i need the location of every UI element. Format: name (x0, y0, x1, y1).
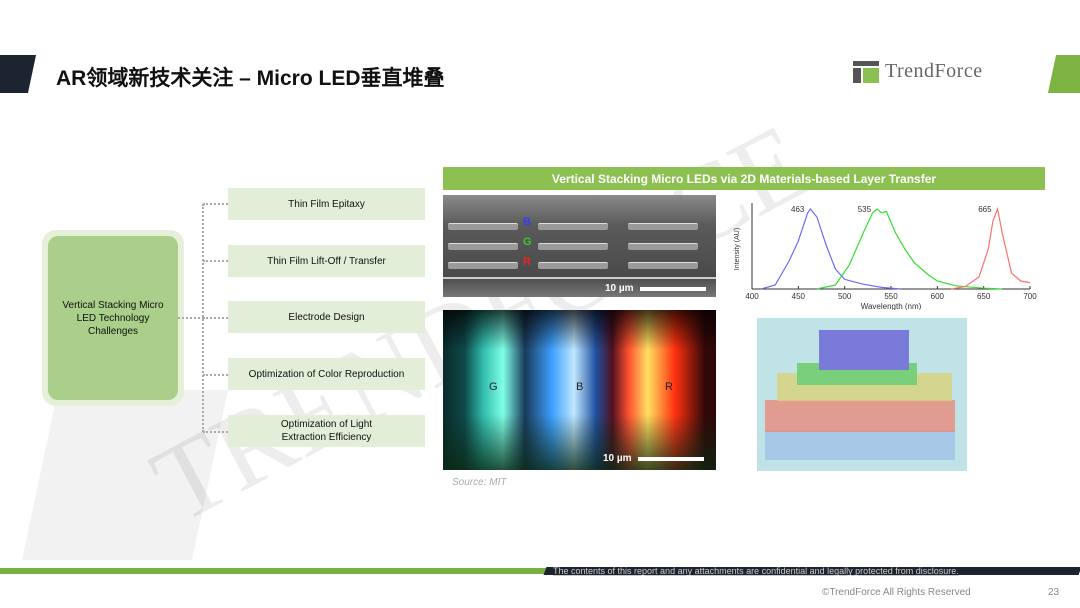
corner-decoration-left (0, 55, 37, 93)
sem-label-r: R (523, 256, 531, 268)
sem-label-g: G (523, 236, 532, 248)
x-tick-label: 550 (884, 292, 898, 301)
challenge-item: Thin Film Epitaxy (228, 188, 425, 220)
figure-header: Vertical Stacking Micro LEDs via 2D Mate… (443, 167, 1045, 190)
footer-bar-green (0, 568, 548, 574)
spectrum-series-463 (761, 208, 901, 290)
sem-image: B G R 10 µm (443, 195, 716, 297)
spectrum-series-535 (816, 208, 1003, 290)
x-tick-label: 450 (792, 292, 806, 301)
x-tick-label: 700 (1023, 292, 1037, 301)
y-axis-label: Intensity (AU) (734, 228, 741, 270)
connector (203, 260, 228, 262)
corner-decoration-right (1047, 55, 1080, 93)
spectrum-series-665 (951, 206, 1031, 290)
connector (203, 374, 228, 376)
photo-label-b: B (576, 381, 584, 393)
electroluminescence-photo: G B R 10 µm (443, 310, 716, 470)
connector (178, 317, 204, 319)
peak-label: 463 (791, 205, 805, 214)
challenge-item: Optimization of Light Extraction Efficie… (228, 415, 425, 447)
spectrum-chart: 400 450 500 550 600 650 700 Wavelength (nm) Inte… (734, 203, 1037, 310)
copyright: ©TrendForce All Rights Reserved (822, 587, 971, 598)
logo-text: TrendForce (885, 60, 983, 82)
page-number: 23 (1048, 587, 1060, 598)
connector (203, 203, 228, 205)
scale-bar: 10 µm (603, 453, 704, 464)
x-tick-label: 600 (931, 292, 945, 301)
peak-label: 535 (858, 205, 872, 214)
challenge-item: Thin Film Lift-Off / Transfer (228, 245, 425, 277)
connector (203, 317, 228, 319)
photo-label-r: R (665, 381, 673, 393)
x-axis-label: Wavelength (nm) (861, 302, 922, 310)
logo-icon (853, 60, 879, 83)
challenge-item: Optimization of Color Reproduction (228, 358, 425, 390)
x-tick-label: 650 (977, 292, 991, 301)
peak-label: 665 (978, 205, 992, 214)
source-note: Source: MIT (452, 477, 507, 488)
photo-label-g: G (489, 381, 498, 393)
watermark-logo (21, 390, 229, 560)
page-title: AR领域新技术关注 – Micro LED垂直堆叠 (56, 67, 445, 90)
sem-label-b: B (523, 216, 531, 228)
challenge-item: Electrode Design (228, 301, 425, 333)
footer-disclaimer: The contents of this report and any atta… (543, 566, 1080, 576)
scale-label: 10 µm (603, 453, 632, 464)
x-tick-label: 500 (838, 292, 852, 301)
x-tick-label: 400 (745, 292, 759, 301)
stack-3d-render (757, 318, 967, 471)
disclaimer-text: The contents of this report and any atta… (553, 566, 959, 576)
scale-bar: 10 µm (605, 283, 706, 294)
root-node: Vertical Stacking Micro LED Technology C… (48, 236, 178, 400)
trendforce-logo: TrendForce (853, 60, 983, 83)
connector (203, 431, 228, 433)
scale-label: 10 µm (605, 283, 634, 294)
